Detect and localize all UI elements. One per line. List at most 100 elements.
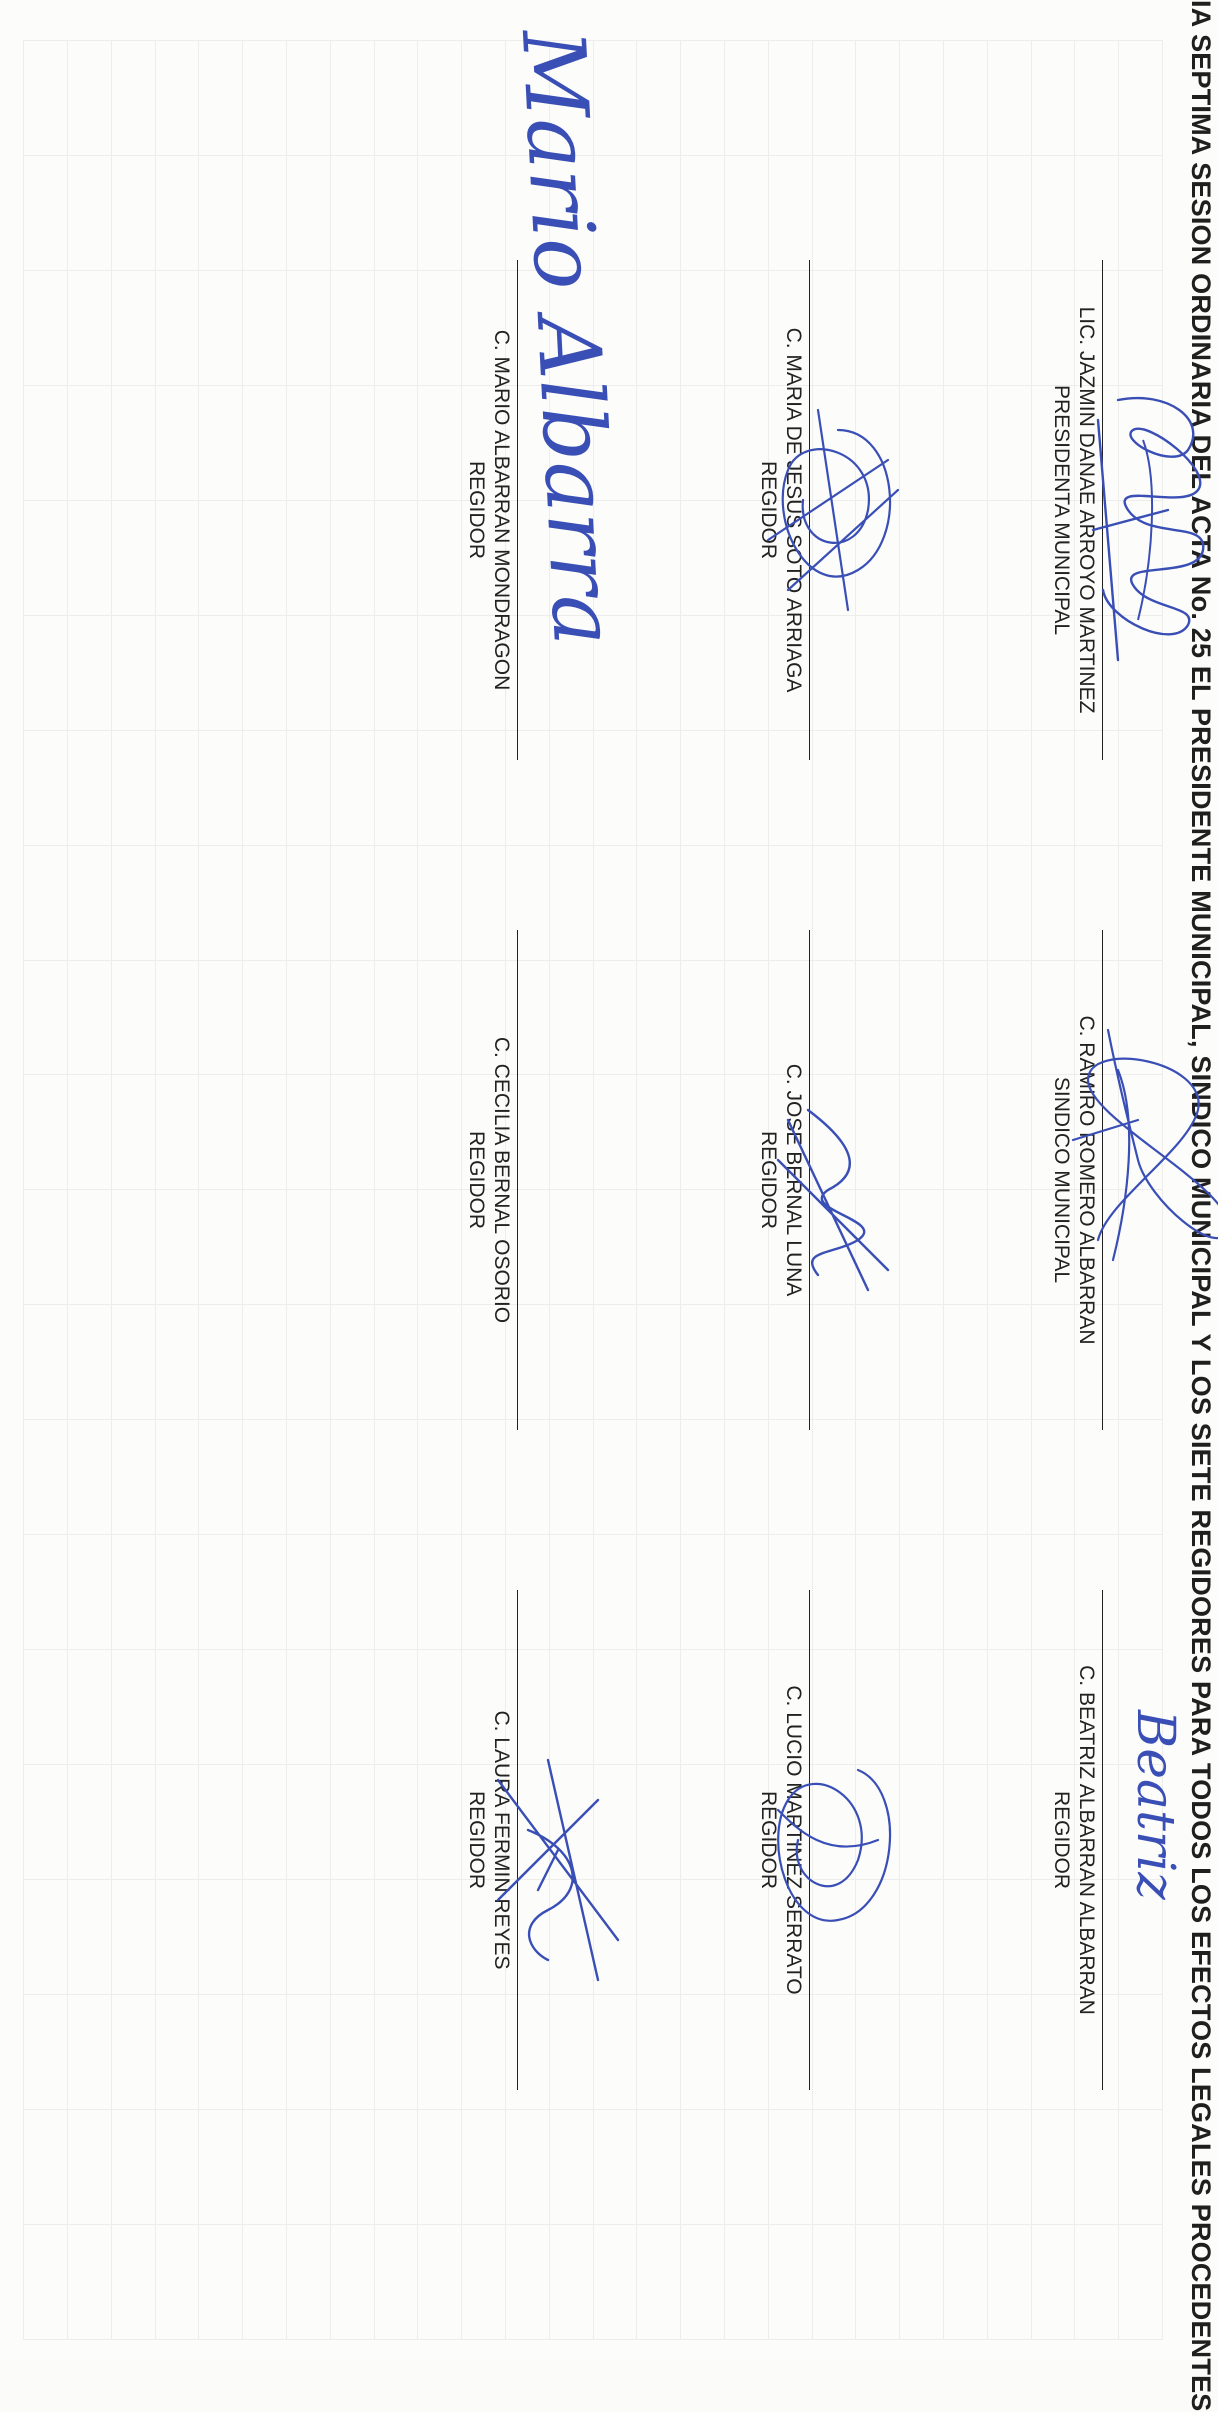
faded-table-cell — [330, 1419, 375, 1535]
faded-table-cell — [855, 1994, 900, 2110]
faded-table-cell — [242, 1649, 287, 1765]
faded-table-cell — [67, 1764, 112, 1880]
faded-table-cell — [198, 960, 243, 1075]
faded-table-cell — [593, 2109, 637, 2225]
faded-table-cell — [67, 730, 112, 846]
faded-table-cell — [899, 1879, 944, 1995]
faded-table-cell — [855, 1074, 900, 1190]
faded-table-cell — [286, 500, 331, 616]
faded-table-cell — [198, 845, 243, 960]
faded-table-cell — [330, 385, 375, 501]
faded-table-cell — [899, 845, 944, 960]
faded-table-cell — [374, 155, 418, 271]
faded-table-cell — [374, 845, 418, 960]
faded-table-cell — [987, 845, 1032, 960]
faded-table-cell — [417, 270, 462, 386]
faded-table-cell — [111, 1304, 156, 1420]
document-header: IA SEPTIMA SESION ORDINARIA DEL ACTA No.… — [1186, 0, 1216, 2412]
faded-table-cell — [330, 615, 375, 731]
faded-table-row — [943, 40, 988, 2340]
faded-table-cell — [242, 845, 287, 960]
faded-table-cell — [111, 40, 156, 156]
faded-table-cell — [111, 1534, 156, 1650]
faded-table-cell — [67, 2224, 112, 2340]
faded-table-cell — [636, 1879, 681, 1995]
faded-table-cell — [111, 1879, 156, 1995]
faded-table-cell — [286, 1994, 331, 2110]
faded-table-cell — [680, 1994, 725, 2110]
faded-table-cell — [855, 1419, 900, 1535]
faded-table-cell — [330, 40, 375, 156]
faded-table-cell — [286, 40, 331, 156]
faded-table-cell — [593, 1189, 637, 1305]
signatory-role: REGIDOR — [757, 1790, 780, 1889]
faded-table-cell — [417, 385, 462, 501]
faded-table-cell — [593, 40, 637, 156]
faded-table-cell — [286, 1074, 331, 1190]
faded-table-cell — [812, 270, 856, 386]
faded-table-cell — [155, 1074, 199, 1190]
faded-table-cell — [374, 1649, 418, 1765]
faded-table-row — [549, 40, 594, 2340]
faded-table-cell — [549, 1649, 594, 1765]
faded-table-cell — [330, 1764, 375, 1880]
faded-table-cell — [812, 155, 856, 271]
faded-table-cell — [198, 2224, 243, 2340]
faded-table-cell — [111, 1419, 156, 1535]
faded-table-cell — [374, 40, 418, 156]
faded-table-cell — [330, 1074, 375, 1190]
signatory-role: PRESIDENTA MUNICIPAL — [1050, 384, 1073, 636]
faded-table-cell — [812, 385, 856, 501]
faded-table-cell — [549, 615, 594, 731]
faded-table-cell — [374, 1879, 418, 1995]
faded-table-cell — [155, 1649, 199, 1765]
faded-table-cell — [549, 960, 594, 1075]
faded-table-cell — [855, 1764, 900, 1880]
signatory-role: REGIDOR — [1050, 1790, 1073, 1889]
faded-table-cell — [242, 1534, 287, 1650]
faded-table-cell — [812, 1764, 856, 1880]
faded-table-cell — [812, 2109, 856, 2225]
faded-table-cell — [899, 1074, 944, 1190]
faded-table-cell — [855, 960, 900, 1075]
faded-table-cell — [636, 1649, 681, 1765]
signature-line — [809, 930, 810, 1430]
faded-table-cell — [987, 2109, 1032, 2225]
faded-table-cell — [417, 845, 462, 960]
faded-table-cell — [549, 1764, 594, 1880]
signature-block-regidor-mario: C. MARIO ALBARRAN MONDRAGON REGIDOR — [464, 200, 518, 820]
faded-table-cell — [549, 1074, 594, 1190]
faded-table-cell — [943, 1764, 988, 1880]
faded-table-cell — [943, 615, 988, 731]
faded-table-cell — [724, 40, 769, 156]
faded-table-cell — [330, 2109, 375, 2225]
faded-table-cell — [549, 1534, 594, 1650]
faded-table-cell — [242, 270, 287, 386]
faded-table-cell — [855, 500, 900, 616]
faded-table-cell — [636, 1304, 681, 1420]
faded-table-cell — [330, 1994, 375, 2110]
faded-table-cell — [23, 1994, 68, 2110]
faded-table-cell — [899, 40, 944, 156]
faded-table-cell — [943, 1419, 988, 1535]
faded-table-cell — [549, 1879, 594, 1995]
signatory-name: C. JOSE BERNAL LUNA — [782, 1063, 805, 1297]
faded-table-cell — [67, 500, 112, 616]
faded-table-cell — [23, 1764, 68, 1880]
faded-table-cell — [636, 1189, 681, 1305]
faded-table-cell — [987, 155, 1032, 271]
faded-table-cell — [987, 615, 1032, 731]
signatory-name: C. LUCIO MARTINEZ SERRATO — [782, 1685, 805, 1995]
faded-table-cell — [286, 385, 331, 501]
faded-table-cell — [636, 155, 681, 271]
faded-table-cell — [680, 270, 725, 386]
faded-table-cell — [1118, 1764, 1163, 1880]
faded-table-cell — [593, 155, 637, 271]
document-page: IA SEPTIMA SESION ORDINARIA DEL ACTA No.… — [23, 0, 1218, 2412]
faded-table-cell — [23, 270, 68, 386]
signatory-role: SINDICO MUNICIPAL — [1050, 1076, 1073, 1284]
signatory-role: REGIDOR — [465, 460, 488, 559]
faded-table-cell — [330, 1189, 375, 1305]
signature-block-regidor-maria: C. MARIA DE JESUS SOTO ARRIAGA REGIDOR — [756, 200, 810, 820]
faded-table-cell — [286, 270, 331, 386]
